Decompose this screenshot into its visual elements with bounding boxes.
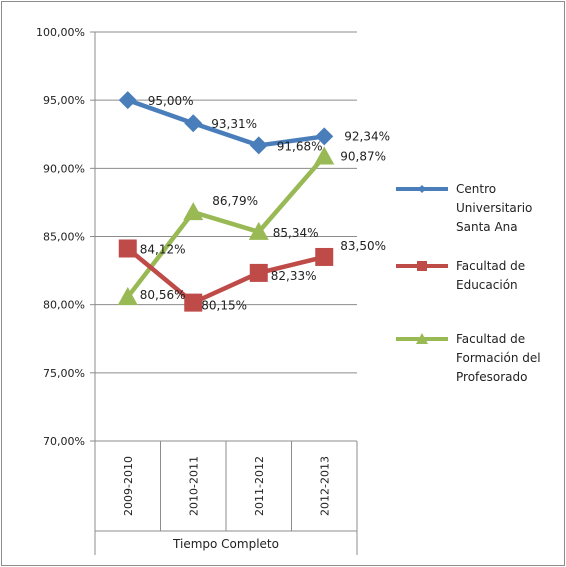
legend-label: Facultad de [456,259,525,273]
data-point [314,146,335,165]
y-axis-ticks: 70,00% 75,00% 80,00% 85,00% 90,00% 95,00% 100,… [36,26,85,448]
series-line [127,98,325,148]
data-point [249,136,268,155]
data-label: 90,87% [340,149,386,163]
category-group-label: Tiempo Completo [172,537,279,551]
data-label: 80,15% [201,299,247,313]
series-line [125,154,326,299]
legend-label: Formación del [456,351,541,365]
data-label: 91,68% [277,139,323,153]
data-point [117,287,138,306]
y-tick-label: 95,00% [43,94,85,107]
legend-marker [416,333,428,344]
x-tick-label: 2009-2010 [122,456,135,516]
legend-marker [417,261,427,271]
data-label: 86,79% [212,194,258,208]
data-point [249,263,268,282]
data-point [183,202,204,221]
y-tick-label: 90,00% [43,162,85,175]
y-tick-label: 75,00% [43,367,85,380]
data-label: 82,33% [271,269,317,283]
legend-label: Facultad de [456,332,525,346]
y-tick-label: 70,00% [43,435,85,448]
gridlines [95,31,357,374]
legend-marker [418,185,426,193]
data-point [315,127,334,146]
data-label: 83,50% [340,239,386,253]
data-label: 93,31% [211,117,257,131]
y-tick-label: 100,00% [36,26,85,39]
data-point [118,239,137,258]
data-label: 95,00% [148,94,194,108]
y-tick-label: 85,00% [43,231,85,244]
data-point [118,91,137,110]
legend-label: Educación [456,278,518,292]
data-label: 80,56% [140,288,186,302]
y-tick-label: 80,00% [43,299,85,312]
legend: Centro Universitario Santa Ana Facultad de E… [396,182,541,384]
legend-label: Centro [456,182,496,196]
data-label: 92,34% [344,129,390,143]
legend-label: Universitario [456,201,532,215]
x-tick-label: 2011-2012 [253,456,266,516]
data-point [184,114,203,133]
data-point [315,247,334,266]
series-group [117,91,335,312]
x-tick-label: 2010-2011 [187,456,200,516]
data-point [184,293,203,312]
data-labels: 95,00% 93,31% 91,68% 92,34% 84,12% 80,15% 82,3… [140,94,390,312]
legend-label: Profesorado [456,370,527,384]
series-line [126,246,325,305]
data-label: 85,34% [273,226,319,240]
x-axis-ticks: 2009-2010 2010-2011 2011-2012 2012-2013 Tiem… [122,456,332,551]
data-point [248,221,269,240]
legend-label: Santa Ana [456,220,518,234]
data-label: 84,12% [140,242,186,256]
x-tick-label: 2012-2013 [318,456,331,516]
axes [90,31,358,555]
